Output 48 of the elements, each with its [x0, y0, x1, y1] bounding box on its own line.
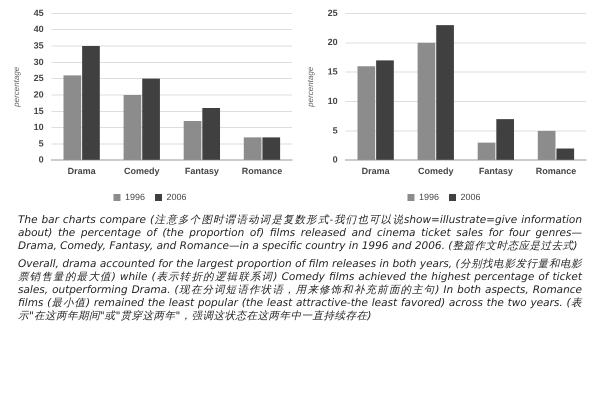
- text: Overall, drama accounted for the largest proportion of film releases in both years, (分别找电影发行量和电影票销售量的最大值) while (表示转折的逻辑联系词) Comedy films achieved the highest percentage of ticket sales, outperforming Drama. (现在分词短语作状语，用来修饰和补充前面的主句) In both aspects, Romance films (最小值) remained the least popular (the least attractive-the least favored) across the two years. (表示"在这两年期间"或"贯穿这两年"，强调这状态在这两年中一直持续存在): [18, 258, 582, 323]
- bar: [184, 121, 202, 160]
- y-axis-title: percentage: [306, 66, 316, 108]
- x-tick-label: Fantasy: [478, 166, 513, 176]
- legend-label: 2006: [460, 192, 481, 202]
- bar: [376, 60, 394, 160]
- text: The bar charts compare (注意多个图时谓语动词是复数形式-我们也可以说show=illustrate=give information about) the percentage of (the proportion of) films released and cinema ticket sales for four genres—Drama, Comedy, Fantasy, and Romance—in a specific country in 1996 and 2006. (整篇作文时态应是过去式): [18, 214, 582, 253]
- y-tick-label: 0: [332, 154, 338, 165]
- y-tick-label: 5: [332, 125, 338, 136]
- y-tick-label: 20: [34, 89, 44, 100]
- y-tick-label: 15: [328, 66, 338, 77]
- legend-label: 2006: [166, 192, 187, 202]
- bar: [478, 142, 496, 160]
- bar: [202, 108, 220, 160]
- legend-label: 1996: [124, 192, 146, 202]
- y-tick-label: 30: [34, 56, 44, 67]
- bar: [142, 78, 160, 160]
- bar: [357, 66, 376, 160]
- y-tick-label: 10: [328, 96, 338, 106]
- x-tick-label: Fantasy: [184, 166, 219, 176]
- bar: [82, 46, 100, 160]
- legend-label: 1996: [418, 192, 440, 202]
- y-tick-label: 15: [34, 106, 44, 116]
- bar: [556, 148, 574, 160]
- x-tick-label: Comedy: [418, 166, 454, 176]
- bar: [124, 94, 142, 160]
- y-tick-label: 10: [34, 122, 44, 132]
- y-tick-label: 35: [34, 40, 44, 51]
- x-tick-label: Drama: [362, 166, 391, 176]
- bar: [63, 75, 82, 160]
- y-axis-title: percentage: [12, 66, 22, 108]
- x-tick-label: Drama: [68, 166, 97, 176]
- bar: [496, 119, 514, 160]
- y-tick-label: 25: [34, 73, 44, 84]
- y-tick-label: 45: [34, 8, 44, 18]
- y-tick-label: 25: [328, 8, 338, 18]
- bar: [538, 130, 556, 160]
- x-tick-label: Comedy: [124, 166, 160, 176]
- bar: [436, 25, 454, 160]
- x-tick-label: Romance: [536, 166, 576, 176]
- bar: [244, 137, 262, 160]
- y-tick-label: 5: [38, 138, 44, 148]
- bar: [418, 42, 436, 160]
- y-tick-label: 0: [38, 154, 44, 165]
- y-tick-label: 20: [328, 37, 338, 48]
- y-tick-label: 40: [34, 24, 44, 34]
- x-tick-label: Romance: [242, 166, 282, 176]
- bar: [262, 137, 280, 160]
